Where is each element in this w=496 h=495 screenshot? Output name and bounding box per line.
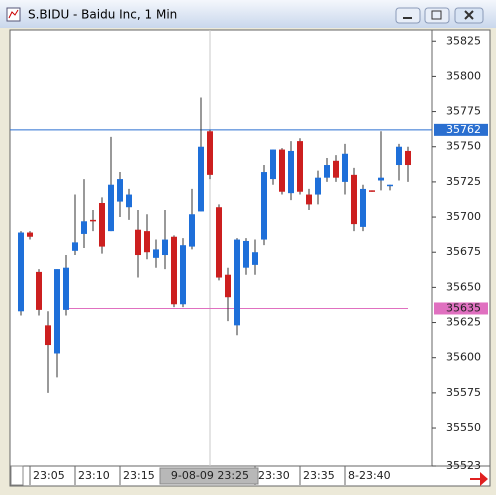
candle-body (117, 179, 123, 202)
x-tick-label: 23:30 (258, 469, 290, 482)
candle-body (126, 194, 132, 208)
scroll-box[interactable] (10, 465, 24, 486)
candle-body (36, 271, 42, 310)
candle-body (72, 242, 78, 251)
candle-body (180, 245, 186, 305)
minimize-icon (403, 17, 412, 19)
x-tick-label: 23:35 (303, 469, 335, 482)
price-line-label: 35762 (446, 123, 481, 136)
candle-body (81, 221, 87, 234)
candle-body (315, 177, 321, 195)
candle-body (387, 184, 393, 187)
y-tick-label: 35600 (446, 351, 481, 364)
close-icon (464, 10, 474, 20)
candle-body (189, 214, 195, 247)
price-axis (431, 29, 491, 467)
y-tick-label: 35800 (446, 69, 481, 82)
candle-body (45, 325, 51, 346)
price-line-label-box (434, 302, 488, 315)
candle-body (288, 150, 294, 194)
candle-body (162, 239, 168, 256)
minimize-button[interactable] (395, 7, 421, 24)
y-tick-label: 35700 (446, 210, 481, 223)
candle-body (99, 202, 105, 247)
x-tick-label: 23:05 (33, 469, 65, 482)
maximize-icon (431, 10, 442, 20)
window-title: S.BIDU - Baidu Inc, 1 Min (28, 8, 177, 22)
y-tick-label: 35675 (446, 245, 481, 258)
x-tick-label: 23:15 (123, 469, 155, 482)
crosshair-label-box (159, 467, 259, 485)
candle-body (351, 174, 357, 225)
maximize-button[interactable] (424, 7, 450, 24)
y-tick-label: 35575 (446, 386, 481, 399)
candle-body (54, 269, 60, 354)
candle-body (144, 231, 150, 253)
candle-body (63, 267, 69, 310)
candle-body (207, 131, 213, 175)
candle-body (369, 190, 375, 192)
y-tick-label: 35775 (446, 105, 481, 118)
candle-body (405, 150, 411, 166)
candle-body (243, 240, 249, 268)
window-buttons[interactable] (395, 7, 484, 24)
y-tick-label: 35725 (446, 175, 481, 188)
x-tick-label: 8-23:40 (348, 469, 391, 482)
candle-body (333, 160, 339, 178)
candle-body (216, 207, 222, 278)
y-tick-label: 35550 (446, 421, 481, 434)
candle-body (324, 165, 330, 178)
candle-body (27, 232, 33, 237)
candle-body (90, 219, 96, 222)
candle-body (135, 229, 141, 256)
price-line-label: 35635 (446, 301, 481, 314)
scroll-right-arrow[interactable] (470, 472, 488, 486)
candle-body (234, 239, 240, 326)
candle-body (342, 153, 348, 182)
candle-body (171, 236, 177, 305)
candle-body (18, 232, 24, 312)
candle-body (360, 188, 366, 227)
price-line-label-box (434, 123, 488, 136)
y-tick-label: 35650 (446, 280, 481, 293)
candle-body (279, 149, 285, 192)
candle-body (198, 146, 204, 212)
candle-body (252, 252, 258, 265)
y-tick-label: 35825 (446, 34, 481, 47)
candle-body (378, 177, 384, 181)
candle-body (396, 146, 402, 166)
candle-body (261, 172, 267, 240)
icon-graph (8, 9, 19, 19)
crosshair-label: 9-08-09 23:25 (171, 469, 249, 482)
candle-body (270, 149, 276, 180)
x-tick-label: 23:10 (78, 469, 110, 482)
y-tick-label: 35750 (446, 140, 481, 153)
candle-body (306, 194, 312, 205)
candle-body (108, 184, 114, 232)
candle-body (225, 274, 231, 298)
window-icon (6, 7, 21, 22)
candle-body (297, 141, 303, 192)
y-tick-label: 35625 (446, 316, 481, 329)
y-tick-label: 35523 (446, 459, 481, 472)
candle-body (153, 249, 159, 258)
